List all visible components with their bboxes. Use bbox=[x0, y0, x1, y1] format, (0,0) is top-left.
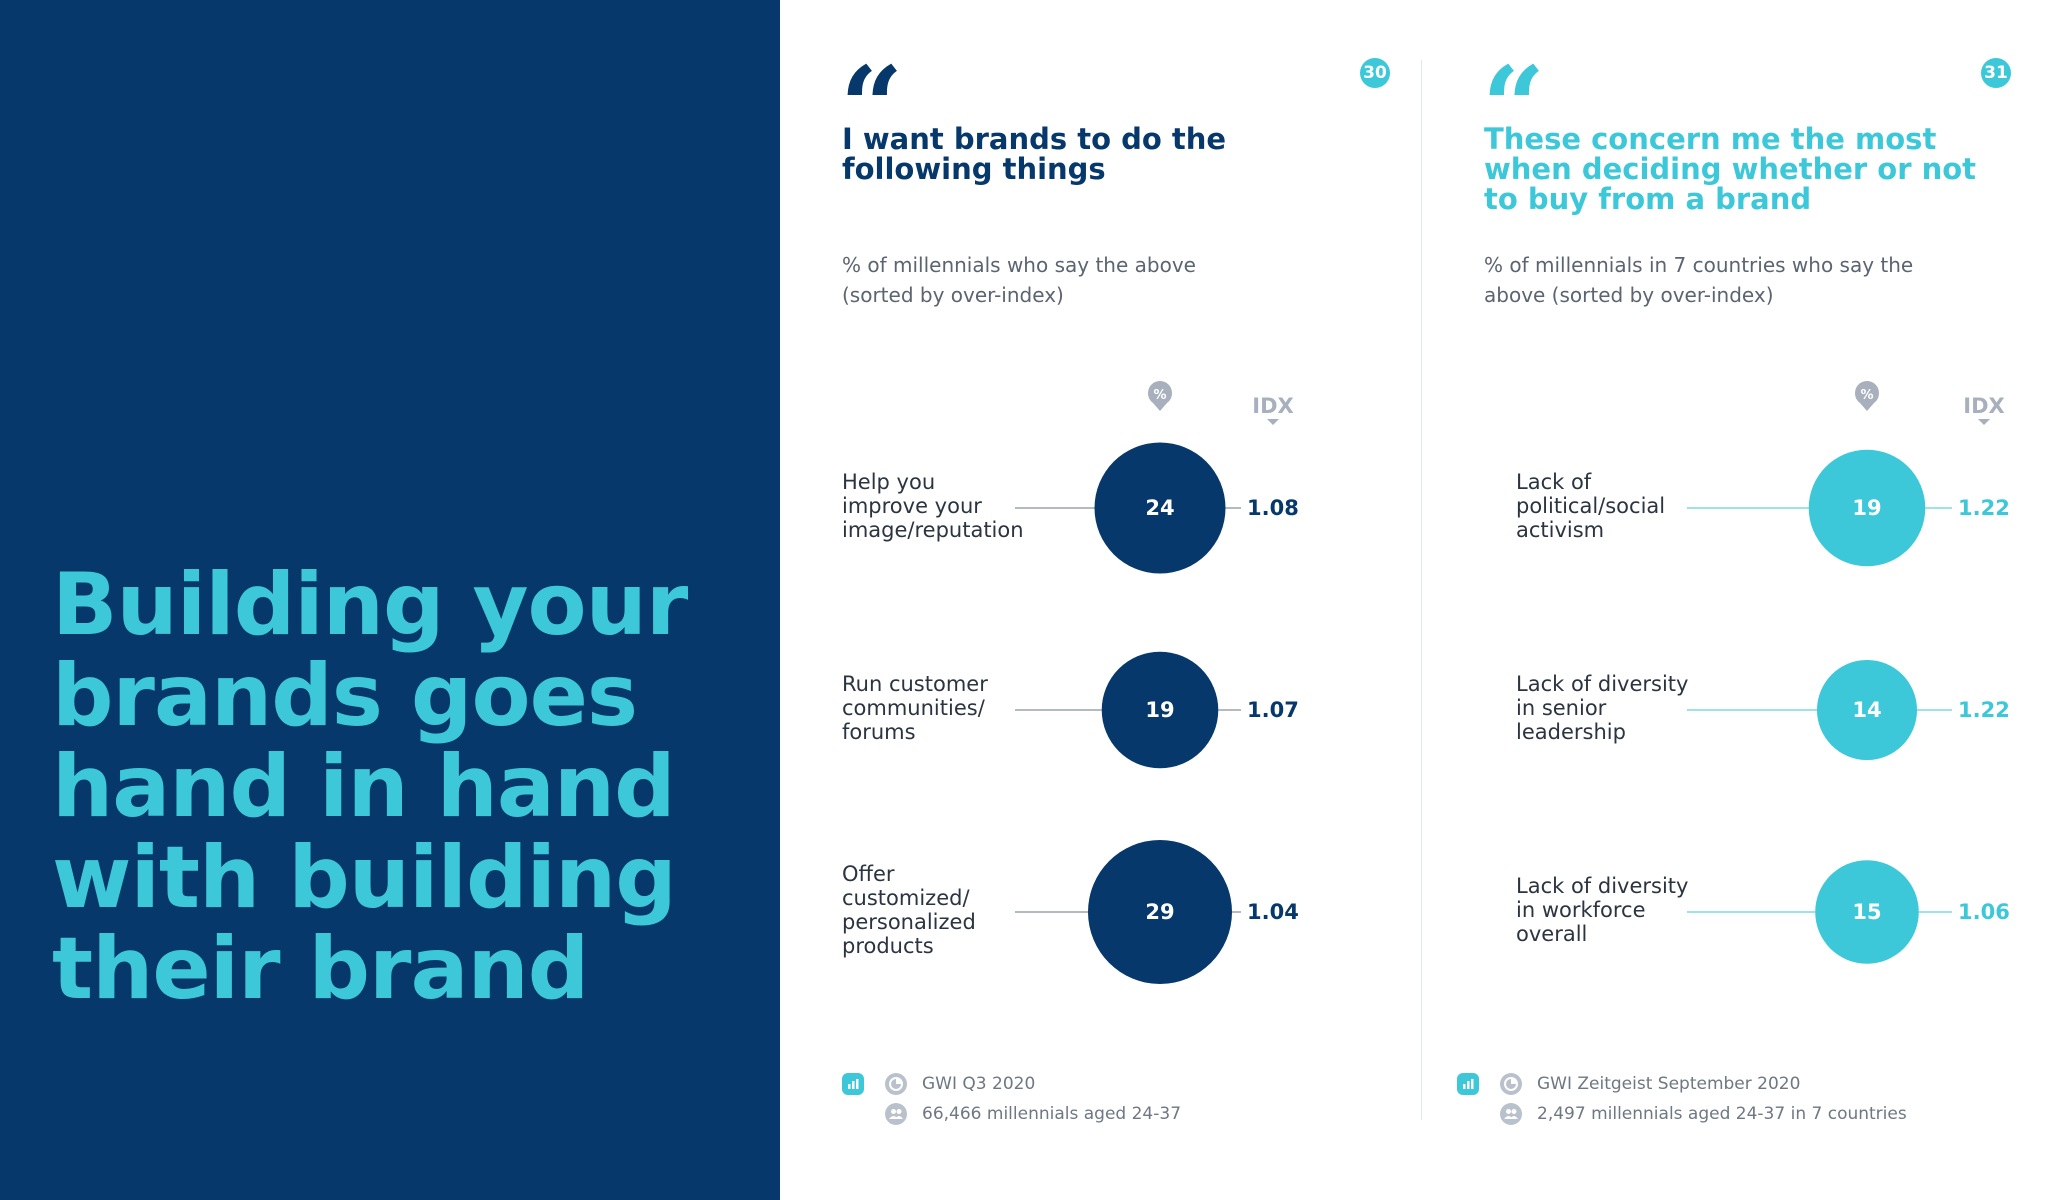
idx-column-label: IDX bbox=[1252, 394, 1293, 418]
chart-title: I want brands to do the following things bbox=[842, 122, 1227, 186]
category-label-line: leadership bbox=[1516, 720, 1626, 744]
chart-source-icon bbox=[1457, 1073, 1479, 1095]
category-label-line: political/social bbox=[1516, 494, 1666, 518]
headline: Building your brands goes hand in hand w… bbox=[52, 560, 752, 1015]
percent-value-label: 19 bbox=[1145, 698, 1174, 722]
category-label-line: communities/ bbox=[842, 696, 985, 720]
percent-value-label: 15 bbox=[1852, 900, 1881, 924]
quote-mark-icon: “ bbox=[1482, 52, 1546, 122]
category-label-line: in senior bbox=[1516, 696, 1607, 720]
category-label: Lack of diversity in senior leadership bbox=[1516, 672, 1688, 744]
index-value-label: 1.06 bbox=[1958, 900, 2010, 924]
category-label-line: improve your bbox=[842, 494, 982, 518]
headline-line: hand in hand bbox=[52, 737, 676, 837]
chart-subtitle: % of millennials in 7 countries who say … bbox=[1484, 253, 1914, 307]
category-label-line: Lack of diversity bbox=[1516, 874, 1689, 898]
headline-line: brands goes bbox=[52, 646, 638, 746]
category-label-line: in workforce bbox=[1516, 898, 1646, 922]
percent-column-icon bbox=[1854, 381, 1880, 411]
pie-icon bbox=[885, 1073, 907, 1095]
page-number-badge: 31 bbox=[1981, 58, 2011, 88]
category-label-line: overall bbox=[1516, 922, 1588, 946]
panel-divider bbox=[1421, 60, 1422, 1120]
percent-column-label: % bbox=[1153, 388, 1166, 403]
category-label-line: Help you bbox=[842, 470, 936, 494]
percent-bubble bbox=[1094, 442, 1226, 574]
index-value-label: 1.07 bbox=[1247, 698, 1299, 722]
headline-line: with building bbox=[52, 828, 677, 928]
people-icon bbox=[1500, 1103, 1522, 1125]
percent-value-label: 29 bbox=[1145, 900, 1174, 924]
percent-bubble bbox=[1815, 860, 1919, 964]
chart-panel-31: “ 31 These concern me the most when deci… bbox=[1422, 0, 2048, 1200]
percent-value-label: 24 bbox=[1145, 496, 1174, 520]
category-label-line: Run customer bbox=[842, 672, 988, 696]
sample-text: 66,466 millennials aged 24-37 bbox=[922, 1104, 1182, 1124]
source-text: GWI Zeitgeist September 2020 bbox=[1537, 1074, 1801, 1094]
index-value-label: 1.04 bbox=[1247, 900, 1299, 924]
category-label-line: Lack of bbox=[1516, 470, 1592, 494]
chart-source-icon bbox=[842, 1073, 864, 1095]
category-label: Help you improve your image/reputation bbox=[842, 470, 1024, 542]
bubble-chart: % IDX 19 1.22 14 1.22 15 1.06 bbox=[1687, 381, 2010, 964]
category-label-line: Offer bbox=[842, 862, 895, 886]
category-label: Lack of political/social activism bbox=[1516, 470, 1665, 542]
category-label-line: activism bbox=[1516, 518, 1605, 542]
people-icon bbox=[885, 1103, 907, 1125]
category-label-line: Lack of diversity bbox=[1516, 672, 1689, 696]
chart-title: These concern me the most when deciding … bbox=[1484, 122, 1977, 216]
percent-bubble bbox=[1808, 449, 1926, 567]
category-label-line: personalized bbox=[842, 910, 976, 934]
category-label-line: products bbox=[842, 934, 934, 958]
left-panel: Building your brands goes hand in hand w… bbox=[0, 0, 780, 1200]
category-label-line: forums bbox=[842, 720, 916, 744]
sample-text: 2,497 millennials aged 24-37 in 7 countr… bbox=[1537, 1104, 1907, 1124]
category-label-line: customized/ bbox=[842, 886, 970, 910]
idx-column-label: IDX bbox=[1963, 394, 2004, 418]
index-value-label: 1.22 bbox=[1958, 698, 2010, 722]
percent-column-icon bbox=[1147, 381, 1173, 411]
idx-column-arrow bbox=[1267, 419, 1279, 425]
category-label: Lack of diversity in workforce overall bbox=[1516, 874, 1688, 946]
percent-value-label: 19 bbox=[1852, 496, 1881, 520]
headline-line: their brand bbox=[52, 919, 589, 1019]
chart-subtitle: % of millennials who say the above (sort… bbox=[842, 253, 1196, 307]
percent-column-label: % bbox=[1860, 388, 1873, 403]
index-value-label: 1.22 bbox=[1958, 496, 2010, 520]
category-label-line: image/reputation bbox=[842, 518, 1024, 542]
headline-line: Building your bbox=[52, 555, 688, 655]
quote-mark-icon: “ bbox=[840, 52, 904, 122]
category-label: Offer customized/personalized products bbox=[842, 862, 976, 958]
percent-bubble bbox=[1088, 840, 1232, 984]
page-number-badge: 30 bbox=[1360, 58, 1390, 88]
category-label: Run customer communities/forums bbox=[842, 672, 988, 744]
chart-panel-30: “ 30 I want brands to do the following t… bbox=[780, 0, 1421, 1200]
source-text: GWI Q3 2020 bbox=[922, 1074, 1036, 1094]
pie-icon bbox=[1500, 1073, 1522, 1095]
percent-bubble bbox=[1101, 651, 1219, 769]
percent-value-label: 14 bbox=[1852, 698, 1881, 722]
idx-column-arrow bbox=[1978, 419, 1990, 425]
bubble-chart: % IDX 24 1.08 19 1.07 29 1.04 bbox=[1015, 381, 1299, 984]
percent-bubble bbox=[1816, 659, 1918, 761]
index-value-label: 1.08 bbox=[1247, 496, 1299, 520]
